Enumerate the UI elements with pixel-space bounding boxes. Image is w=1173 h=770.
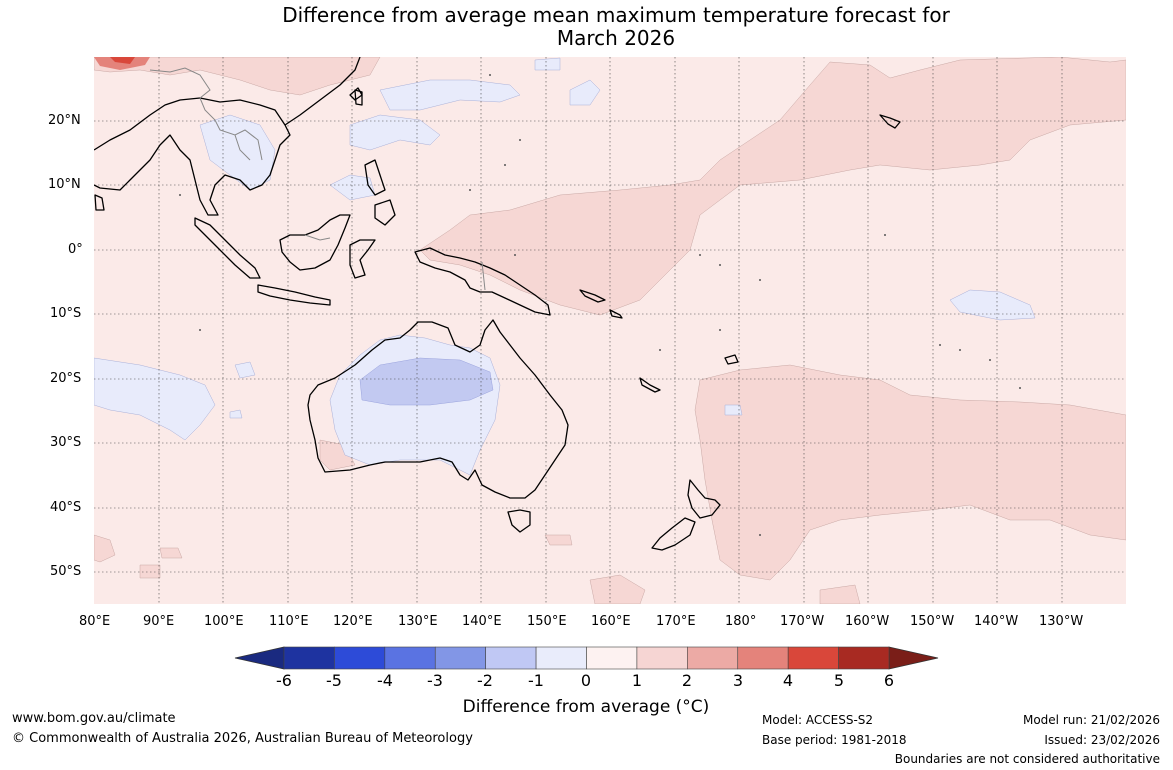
colorbar-tick: 0: [580, 671, 592, 690]
colorbar-tick: 1: [631, 671, 643, 690]
lat-label: 50°S: [50, 564, 82, 579]
colorbar-bin: [334, 646, 386, 670]
model-name: Model: ACCESS-S2: [762, 713, 874, 727]
colorbar-tick: -6: [276, 671, 292, 690]
lon-label: 150°W: [910, 614, 955, 629]
lat-label: 10°S: [50, 306, 82, 321]
lon-label: 160°E: [591, 614, 631, 629]
lon-label: 150°E: [527, 614, 567, 629]
colorbar-tick: 6: [883, 671, 895, 690]
colorbar-tick: -3: [427, 671, 443, 690]
colorbar-bin: [636, 646, 688, 670]
colorbar-bin: [687, 646, 739, 670]
base-period: Base period: 1981-2018: [762, 733, 907, 747]
lon-label: 140°E: [462, 614, 502, 629]
lon-label: 80°E: [79, 614, 111, 629]
new-zealand-south-outline: [651, 517, 696, 551]
colorbar-tick: 2: [681, 671, 693, 690]
title-line-2: March 2026: [556, 26, 676, 50]
borneo-outline: [279, 214, 351, 271]
lon-label: 100°E: [204, 614, 244, 629]
lat-label: 0°: [68, 242, 83, 257]
se-asia-outline: [94, 97, 291, 216]
lat-label: 20°N: [48, 113, 81, 128]
lon-label: 130°E: [398, 614, 438, 629]
lat-label: 10°N: [48, 177, 81, 192]
boundary-disclaimer: Boundaries are not considered authoritat…: [894, 752, 1160, 766]
lon-label: 170°W: [780, 614, 825, 629]
lon-label: 140°W: [974, 614, 1019, 629]
colorbar-bin: [434, 646, 486, 670]
colorbar-high-extend: [888, 646, 939, 670]
new-zealand-north-outline: [687, 479, 721, 519]
lon-label: 130°W: [1039, 614, 1084, 629]
colorbar: [234, 646, 939, 670]
colorbar-tick: -1: [528, 671, 544, 690]
colorbar-title: Difference from average (°C): [462, 697, 710, 717]
colorbar-tick: 5: [833, 671, 845, 690]
island-dots: [179, 74, 1021, 536]
colorbar-tick: -4: [377, 671, 393, 690]
anomaly-hot-spot: [94, 57, 150, 70]
colorbar-bin: [485, 646, 537, 670]
lat-label: 40°S: [50, 500, 82, 515]
model-run-date: Model run: 21/02/2026: [1022, 713, 1160, 727]
copyright-text: © Commonwealth of Australia 2026, Austra…: [12, 731, 473, 746]
colorbar-bin: [838, 646, 890, 670]
colorbar-tick: -2: [477, 671, 493, 690]
lon-label: 160°W: [845, 614, 890, 629]
philippines-outline: [364, 159, 396, 226]
colorbar-bin: [283, 646, 335, 670]
graticule: [94, 57, 1126, 604]
colorbar-bin: [737, 646, 789, 670]
bom-url: www.bom.gov.au/climate: [12, 711, 176, 726]
lon-label: 120°E: [333, 614, 373, 629]
country-boundaries: [149, 67, 486, 291]
lat-label: 30°S: [50, 435, 82, 450]
colorbar-low-extend: [234, 646, 285, 670]
anomaly-1-2-regions: [94, 57, 1126, 604]
lon-label: 170°E: [656, 614, 696, 629]
australia-outline: [307, 319, 569, 499]
anomaly-minus2-minus1-region: [359, 357, 494, 406]
colorbar-bin: [384, 646, 436, 670]
new-guinea-outline: [414, 247, 551, 316]
lon-label: 110°E: [269, 614, 309, 629]
issued-date: Issued: 23/02/2026: [1044, 733, 1160, 747]
lon-label: 90°E: [143, 614, 175, 629]
colorbar-tick: 3: [732, 671, 744, 690]
lat-label: 20°S: [50, 371, 82, 386]
lon-label: 180°: [725, 614, 757, 629]
colorbar-tick: 4: [782, 671, 794, 690]
colorbar-tick: -5: [326, 671, 342, 690]
colorbar-bin: [535, 646, 587, 670]
coastlines: [94, 57, 901, 551]
colorbar-bin: [787, 646, 839, 670]
colorbar-bin: [586, 646, 638, 670]
title-line-1: Difference from average mean maximum tem…: [282, 3, 950, 27]
map-title: Difference from average mean maximum tem…: [0, 4, 1173, 50]
